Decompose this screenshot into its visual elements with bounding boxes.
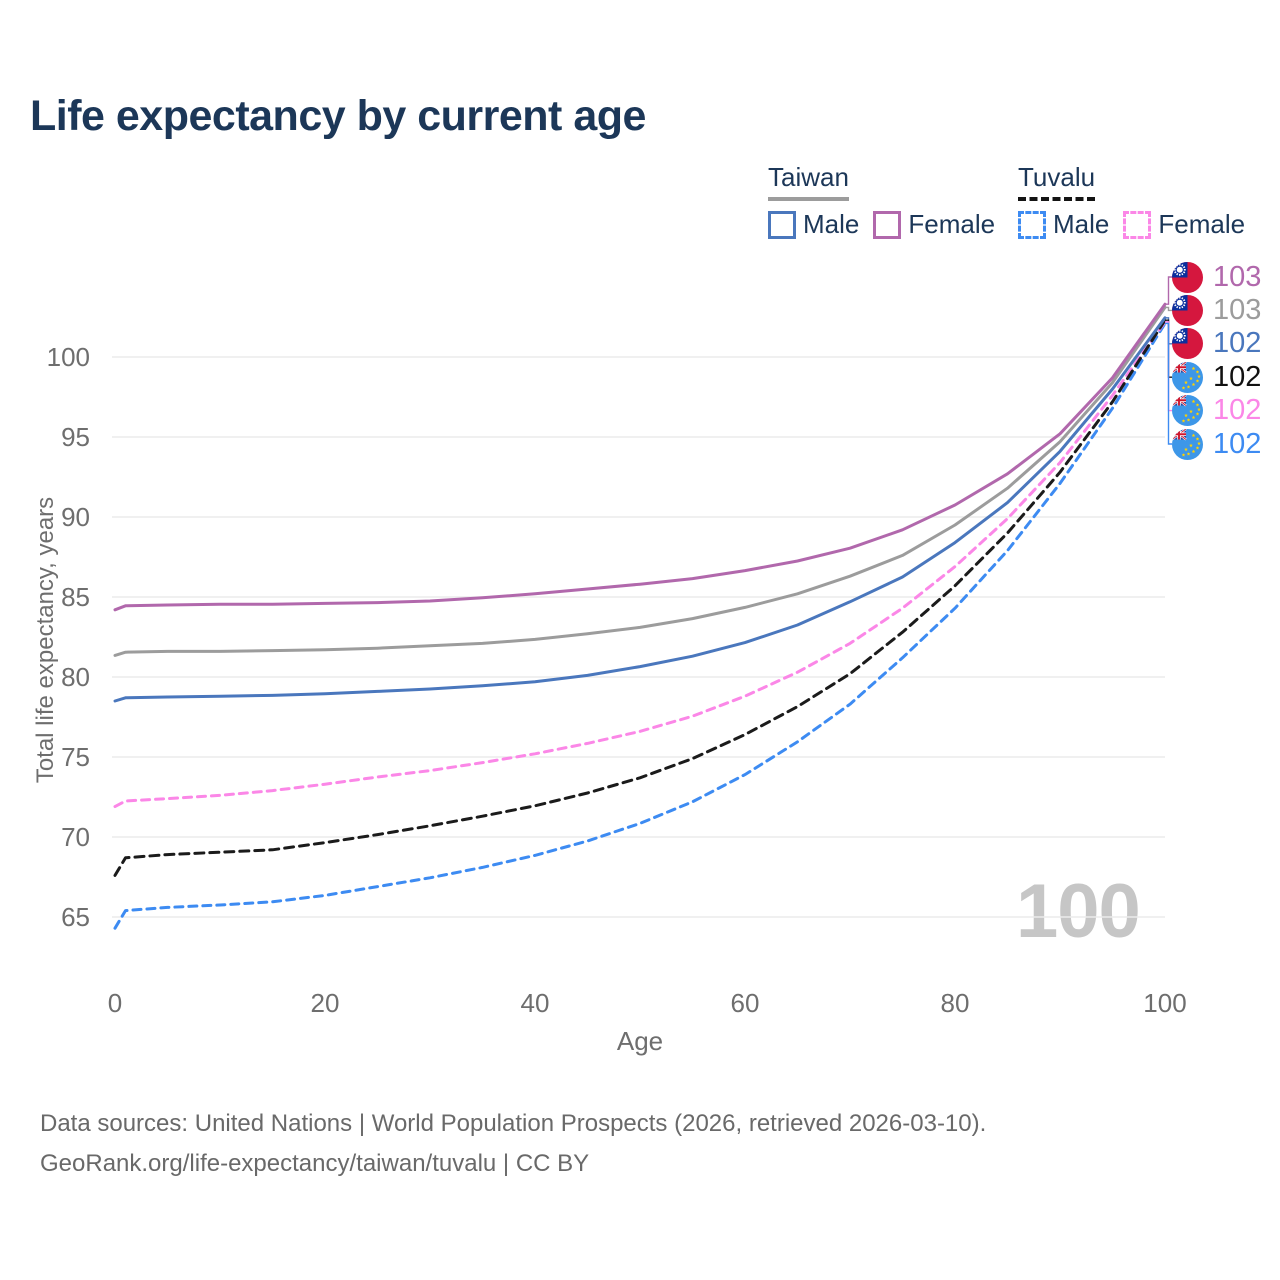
line-taiwan-male[interactable] <box>113 316 1167 703</box>
end-label-taiwan: 103 <box>1172 294 1261 326</box>
legend-taiwan-male[interactable]: Male <box>768 209 859 240</box>
footer-data-sources: Data sources: United Nations | World Pop… <box>40 1110 987 1137</box>
tuvalu-male-swatch-icon <box>1018 210 1046 239</box>
tuvalu-flag-icon <box>1172 395 1203 427</box>
legend-tuvalu-female[interactable]: Female <box>1123 209 1245 240</box>
legend-tuvalu-male[interactable]: Male <box>1018 209 1109 240</box>
end-label-tuvalu-female: 102 <box>1172 394 1262 427</box>
y-tick-75: 75 <box>61 742 90 772</box>
y-tick-85: 85 <box>61 582 90 612</box>
legend-taiwan-header[interactable]: Taiwan <box>768 162 849 201</box>
x-tick-20: 20 <box>310 988 340 1018</box>
line-tuvalu-female[interactable] <box>113 320 1167 809</box>
taiwan-flag-icon <box>1172 328 1203 360</box>
legend-tuvalu-header[interactable]: Tuvalu <box>1018 162 1096 201</box>
x-tick-100: 100 <box>1143 988 1187 1018</box>
y-tick-65: 65 <box>61 902 90 932</box>
taiwan-flag-icon <box>1172 261 1203 293</box>
legend-label: Male <box>1053 209 1110 239</box>
legend-group-taiwan: Taiwan Male Female <box>768 162 995 240</box>
legend-group-tuvalu: Tuvalu Male Female <box>1018 162 1245 240</box>
end-value: 102 <box>1213 327 1262 360</box>
y-tick-95: 95 <box>61 422 90 452</box>
end-label-tuvalu: 102 <box>1172 361 1261 393</box>
tuvalu-flag-icon <box>1172 361 1203 393</box>
end-label-tuvalu-male: 102 <box>1172 428 1261 460</box>
end-label-taiwan-female: 103 <box>1172 261 1261 293</box>
line-taiwan-female[interactable] <box>113 302 1167 612</box>
taiwan-female-swatch-icon <box>873 210 902 239</box>
x-tick-40: 40 <box>520 988 550 1018</box>
x-axis-title: Age <box>616 1026 664 1056</box>
legend-label: Female <box>908 209 996 239</box>
taiwan-male-swatch-icon <box>768 210 796 239</box>
y-tick-70: 70 <box>61 822 90 852</box>
legend-label: Female <box>1158 209 1246 239</box>
end-label-connector <box>1165 276 1172 305</box>
end-value: 102 <box>1213 427 1262 460</box>
end-label-connector <box>1165 306 1172 312</box>
line-taiwan[interactable] <box>113 305 1167 657</box>
y-tick-80: 80 <box>61 662 90 692</box>
page-title: Life expectancy by current age <box>30 92 646 140</box>
taiwan-flag-icon <box>1172 294 1203 326</box>
end-value: 103 <box>1213 293 1262 326</box>
end-label-taiwan-male: 102 <box>1172 327 1262 360</box>
legend-label: Male <box>803 209 860 239</box>
age-watermark: 100 <box>1016 869 1141 954</box>
x-tick-0: 0 <box>107 988 123 1018</box>
end-value: 102 <box>1213 394 1262 427</box>
end-label-connector <box>1165 322 1172 445</box>
end-value: 102 <box>1213 360 1262 393</box>
tuvalu-female-swatch-icon <box>1123 210 1152 239</box>
legend-taiwan-female[interactable]: Female <box>873 209 995 240</box>
tuvalu-flag-icon <box>1172 428 1203 460</box>
y-tick-90: 90 <box>61 502 90 532</box>
end-value: 103 <box>1213 260 1262 293</box>
line-tuvalu[interactable] <box>113 318 1167 877</box>
y-tick-100: 100 <box>46 342 90 372</box>
x-tick-60: 60 <box>730 988 760 1018</box>
line-tuvalu-male[interactable] <box>113 321 1167 930</box>
footer-attribution-link[interactable]: GeoRank.org/life-expectancy/taiwan/tuval… <box>40 1150 590 1177</box>
x-tick-80: 80 <box>940 988 970 1018</box>
